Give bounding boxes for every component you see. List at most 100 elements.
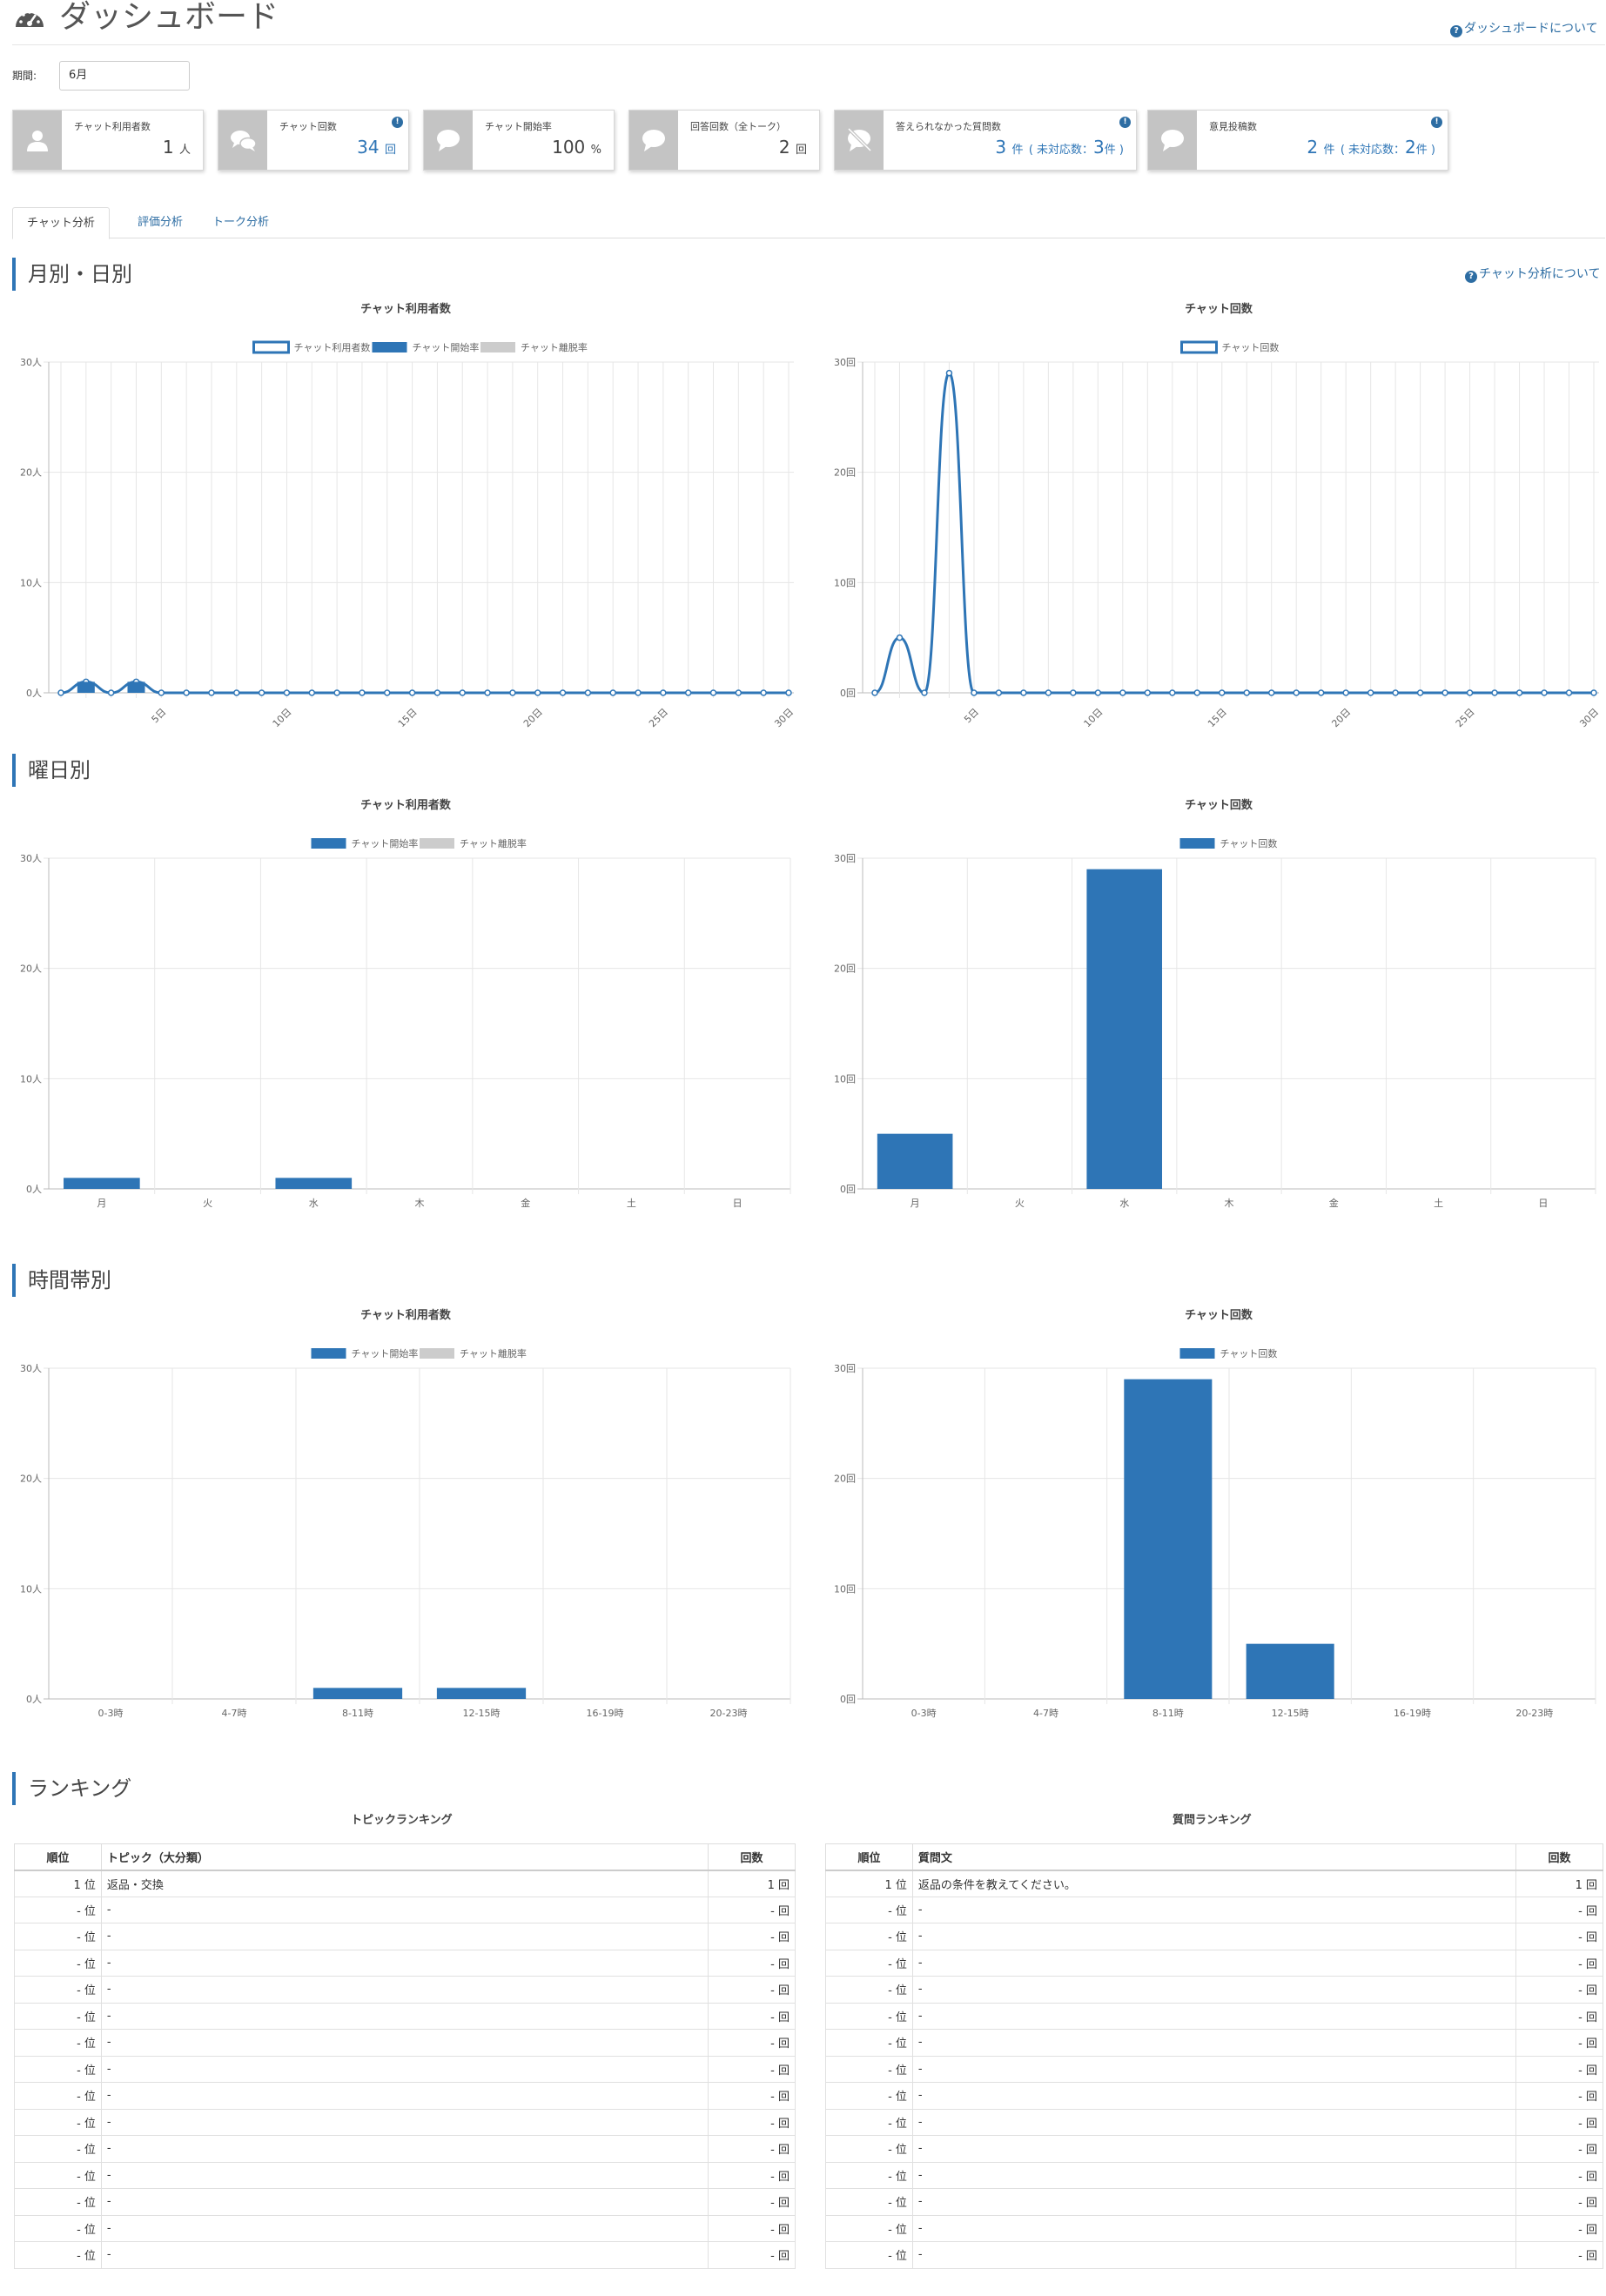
card-value-unit: 件 xyxy=(1323,144,1335,157)
rank-cell: - 位 xyxy=(14,1976,102,2004)
card-label: チャット回数 xyxy=(279,121,337,132)
speech-bubble-icon xyxy=(437,130,460,151)
chart-hourly-users: 0人 10人 20人 30人 チャット開始率 チャット離脱率 0-3時 4-7時 8-11時 12… xyxy=(20,1347,791,1719)
data-point xyxy=(896,634,904,641)
legend-label: チャット離脱率 xyxy=(460,1347,527,1359)
table-row: - 位-- 回 xyxy=(825,1949,1603,1977)
bar xyxy=(1246,1643,1334,1699)
card-value-number: 1 xyxy=(162,137,174,158)
data-point xyxy=(584,689,592,696)
card-label: 答えられなかった質問数 xyxy=(896,121,1001,132)
card-label: 回答回数（全トーク） xyxy=(690,121,786,132)
count-cell: - 回 xyxy=(1515,1896,1603,1923)
text-cell: - xyxy=(100,1976,709,2004)
info-icon[interactable]: ! xyxy=(392,117,403,128)
data-point xyxy=(459,689,466,696)
chat-analysis-help-link[interactable]: ? チャット分析について xyxy=(1465,265,1600,283)
tab-talk-analysis[interactable]: トーク分析 xyxy=(212,216,270,229)
rank-cell: - 位 xyxy=(14,2029,102,2057)
card-label: チャット開始率 xyxy=(485,121,552,132)
legend-swatch xyxy=(372,342,407,352)
y-tick-label: 0人 xyxy=(26,1694,42,1705)
card-value-number: 34 xyxy=(357,137,380,158)
card-icon-box xyxy=(835,111,884,170)
topic-ranking-table: 順位 トピック（大分類） 回数 1 位返品・交換 1 回- 位-- 回- 位-- … xyxy=(14,1843,796,2269)
table-row: - 位-- 回 xyxy=(825,2082,1603,2110)
count-cell: - 回 xyxy=(708,2241,796,2269)
rank-cell: - 位 xyxy=(14,2161,102,2189)
count-cell: - 回 xyxy=(1515,1923,1603,1950)
table-row: - 位-- 回 xyxy=(14,2214,796,2242)
y-tick-label: 10回 xyxy=(834,1583,856,1594)
table-row: - 位-- 回 xyxy=(825,1976,1603,2004)
y-tick-label: 0回 xyxy=(840,1184,856,1195)
rank-cell: - 位 xyxy=(825,1949,913,1977)
data-point xyxy=(1193,689,1201,696)
legend-swatch xyxy=(420,1348,454,1359)
legend-swatch xyxy=(1180,340,1218,354)
bar xyxy=(1086,869,1163,1189)
y-tick-label: 20人 xyxy=(20,467,42,479)
x-tick-label: 0-3時 xyxy=(98,1708,124,1719)
card-value-number: 2 xyxy=(778,137,790,158)
rank-cell: - 位 xyxy=(14,2002,102,2030)
data-point xyxy=(158,689,165,696)
table-row: - 位-- 回 xyxy=(14,1896,796,1923)
card-sub-open: ( 未対応数： xyxy=(1028,144,1094,157)
rank-cell: - 位 xyxy=(825,2135,913,2163)
x-tick-label: 月 xyxy=(97,1198,106,1209)
y-tick-label: 0回 xyxy=(840,1694,856,1705)
stat-card: チャット利用者数 1 人 xyxy=(12,110,204,171)
info-icon[interactable]: ! xyxy=(1431,117,1442,128)
x-tick-label: 10日 xyxy=(271,706,294,729)
series-line xyxy=(874,372,1594,695)
tab-chat-analysis[interactable]: チャット分析 xyxy=(12,207,110,239)
rank-cell: - 位 xyxy=(825,2214,913,2242)
data-point xyxy=(308,689,316,696)
question-ranking-title: 質問ランキング xyxy=(1173,1814,1252,1827)
data-point xyxy=(1119,689,1126,696)
x-tick-label: 16-19時 xyxy=(1394,1708,1431,1719)
x-tick-label: 日 xyxy=(1538,1198,1548,1209)
x-tick-label: 火 xyxy=(1015,1198,1025,1209)
count-cell: - 回 xyxy=(708,1976,796,2004)
period-select[interactable]: 6月 xyxy=(59,61,190,91)
info-icon[interactable]: ! xyxy=(1119,117,1131,128)
card-value-unit: 人 xyxy=(178,144,191,157)
x-tick-label: 15日 xyxy=(1206,706,1229,729)
x-tick-label: 木 xyxy=(1225,1198,1234,1209)
text-cell: - xyxy=(911,2002,1517,2030)
rank-cell: - 位 xyxy=(14,2108,102,2136)
count-cell: - 回 xyxy=(1515,1976,1603,2004)
text-cell: - xyxy=(100,2161,709,2189)
area-mark xyxy=(77,681,95,693)
text-cell: - xyxy=(911,2055,1517,2083)
y-tick-label: 30人 xyxy=(20,1363,42,1374)
y-tick-label: 10回 xyxy=(834,1073,856,1084)
text-cell: - xyxy=(100,2241,709,2269)
text-cell: - xyxy=(100,2188,709,2216)
card-value: 3 件 ( 未対応数：3件 ) xyxy=(995,137,1124,158)
rank-cell: - 位 xyxy=(825,2241,913,2269)
data-point xyxy=(1267,689,1275,696)
tab-rating-analysis[interactable]: 評価分析 xyxy=(138,216,184,229)
data-point xyxy=(1342,689,1349,696)
column-header-question: 質問文 xyxy=(911,1843,1517,1871)
count-cell: - 回 xyxy=(708,1923,796,1950)
rank-cell: - 位 xyxy=(825,2055,913,2083)
data-point xyxy=(559,689,567,696)
table-row: 1 位返品の条件を教えてください。 1 回 xyxy=(825,1870,1603,1897)
card-icon-box xyxy=(629,111,678,170)
table-row: - 位-- 回 xyxy=(14,2082,796,2110)
dashboard-help-link[interactable]: ? ダッシュボードについて xyxy=(1450,19,1598,37)
card-value: 2 回 xyxy=(779,137,807,158)
text-cell: - xyxy=(100,2029,709,2057)
y-tick-label: 0人 xyxy=(26,688,42,699)
chart-title-weekday-users: チャット利用者数 xyxy=(360,799,451,812)
card-icon-box xyxy=(218,111,267,170)
column-header-count: 回数 xyxy=(708,1843,796,1871)
data-point xyxy=(1367,689,1374,696)
count-cell: - 回 xyxy=(1515,2135,1603,2163)
text-cell: - xyxy=(100,2082,709,2110)
